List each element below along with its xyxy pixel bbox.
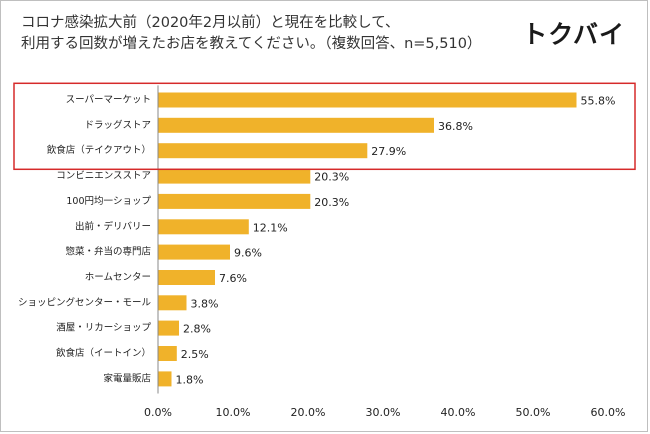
category-label: 100円均一ショップ: [66, 195, 151, 207]
bar: [158, 371, 172, 387]
x-tick-label: 20.0%: [291, 406, 326, 419]
category-label: ドラッグストア: [84, 119, 151, 131]
category-label: 飲食店（テイクアウト）: [47, 144, 151, 156]
value-label: 55.8%: [581, 95, 616, 108]
value-label: 9.6%: [234, 247, 262, 260]
chart-title: コロナ感染拡大前（2020年2月以前）と現在を比較して、 利用する回数が増えたお…: [21, 13, 491, 55]
bar: [158, 320, 179, 336]
category-label: ホームセンター: [85, 272, 151, 283]
category-label: コンビニエンスストア: [56, 171, 151, 182]
category-label: 惣菜・弁当の専門店: [65, 246, 151, 258]
category-label: 出前・デリバリー: [75, 220, 151, 232]
value-label: 36.8%: [438, 120, 473, 133]
title-line-2: 利用する回数が増えたお店を教えてください。（複数回答、n=5,510）: [21, 36, 482, 52]
category-label: ショッピングセンター・モール: [18, 296, 152, 308]
category-label: 家電量販店: [103, 372, 151, 384]
value-label: 1.8%: [176, 373, 204, 386]
value-label: 2.5%: [181, 348, 209, 361]
value-label: 20.3%: [314, 171, 349, 184]
x-tick-label: 30.0%: [366, 406, 401, 419]
title-line-1: コロナ感染拡大前（2020年2月以前）と現在を比較して、: [21, 15, 400, 31]
bar: [158, 193, 311, 209]
bar: [158, 270, 215, 285]
bar: [158, 117, 434, 133]
x-tick-label: 0.0%: [144, 406, 172, 419]
bar: [158, 295, 187, 311]
x-tick-label: 60.0%: [591, 406, 626, 419]
bar: [158, 168, 311, 184]
value-label: 12.1%: [253, 221, 288, 234]
category-label: 酒屋・リカーショップ: [56, 323, 151, 334]
category-label: 飲食店（イートイン）: [56, 347, 151, 359]
bar: [158, 219, 249, 235]
value-label: 20.3%: [314, 196, 349, 209]
brand-logo: トクバイ: [522, 20, 625, 49]
value-label: 2.8%: [183, 323, 211, 336]
x-tick-label: 10.0%: [216, 406, 251, 419]
value-label: 7.6%: [219, 272, 247, 285]
category-label: スーパーマーケット: [66, 95, 151, 106]
highlight-box: [13, 82, 636, 171]
bar: [158, 346, 177, 361]
value-label: 3.8%: [191, 297, 219, 310]
bar: [158, 92, 577, 108]
bar: [158, 143, 368, 159]
value-label: 27.9%: [371, 145, 406, 158]
bar: [158, 244, 230, 260]
x-tick-label: 40.0%: [441, 406, 476, 419]
x-tick-label: 50.0%: [516, 406, 551, 419]
